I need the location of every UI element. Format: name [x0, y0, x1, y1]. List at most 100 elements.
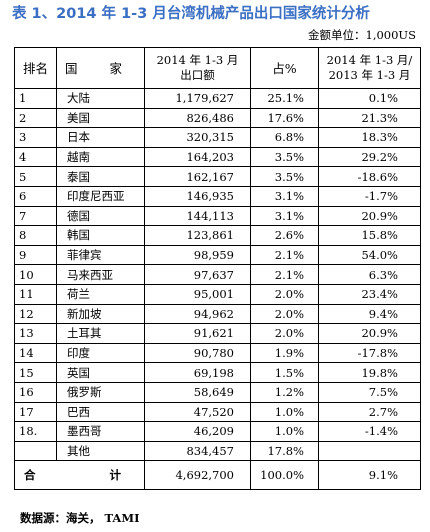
cell-change: [318, 440, 421, 462]
table-row: 7 德国 144,113 3.1% 20.9%: [14, 205, 421, 227]
total-label: 合 计: [14, 460, 145, 491]
cell-country: 英国: [56, 362, 145, 383]
cell-share: 3.5%: [250, 146, 319, 168]
header-export-line1: 2014 年 1-3 月: [156, 53, 239, 67]
cell-rank: [14, 440, 57, 462]
cell-rank: 4: [14, 146, 57, 168]
cell-export: 58,649: [144, 381, 251, 403]
cell-share: 1.0%: [250, 401, 319, 423]
table-row: 16 俄罗斯 58,649 1.2% 7.5%: [14, 381, 421, 403]
cell-share: 2.0%: [250, 303, 319, 325]
header-rank: 排名: [14, 47, 57, 89]
cell-share: 25.1%: [250, 88, 319, 109]
cell-share: 2.1%: [250, 264, 319, 285]
cell-share: 17.8%: [250, 440, 319, 462]
table-row: 10 马来西亚 97,637 2.1% 6.3%: [14, 264, 421, 285]
cell-share: 6.8%: [250, 127, 319, 148]
cell-country: 其他: [56, 440, 145, 462]
cell-share: 3.5%: [250, 166, 319, 187]
cell-rank: 13: [14, 323, 57, 344]
unit-note: 金额单位：1,000US: [308, 28, 416, 42]
cell-rank: 2: [14, 107, 57, 129]
table-row: 14 印度 90,780 1.9% -17.8%: [14, 342, 421, 364]
table-header-row: 排名 国 家 2014 年 1-3 月 出口额 占% 2014 年 1-3 月/…: [14, 47, 421, 89]
total-export: 4,692,700: [144, 460, 251, 491]
cell-export: 47,520: [144, 401, 251, 423]
cell-rank: 12: [14, 303, 57, 325]
export-table: 排名 国 家 2014 年 1-3 月 出口额 占% 2014 年 1-3 月/…: [14, 47, 421, 491]
cell-country: 印度尼西亚: [56, 185, 145, 207]
cell-country: 韩国: [56, 225, 145, 246]
cell-rank: 5: [14, 166, 57, 187]
cell-change: 2.7%: [318, 401, 421, 423]
cell-change: 15.8%: [318, 225, 421, 246]
cell-share: 17.6%: [250, 107, 319, 129]
page-title: 表 1、2014 年 1-3 月台湾机械产品出口国家统计分析: [12, 6, 370, 22]
cell-rank: 15: [14, 362, 57, 383]
total-change: 9.1%: [318, 460, 421, 491]
table-row: 13 土耳其 91,621 2.0% 20.9%: [14, 323, 421, 344]
cell-change: 23.4%: [318, 283, 421, 305]
cell-country: 日本: [56, 127, 145, 148]
cell-export: 95,001: [144, 283, 251, 305]
cell-change: -17.8%: [318, 342, 421, 364]
cell-change: -1.7%: [318, 185, 421, 207]
header-change-line2: 2013 年 1-3 月: [328, 68, 411, 82]
cell-country: 新加坡: [56, 303, 145, 325]
table-row: 15 英国 69,198 1.5% 19.8%: [14, 362, 421, 383]
cell-export: 826,486: [144, 107, 251, 129]
cell-rank: 3: [14, 127, 57, 148]
table-row: 12 新加坡 94,962 2.0% 9.4%: [14, 303, 421, 325]
cell-share: 3.1%: [250, 185, 319, 207]
header-country: 国 家: [56, 47, 145, 89]
cell-share: 2.0%: [250, 283, 319, 305]
cell-export: 162,167: [144, 166, 251, 187]
header-change-line1: 2014 年 1-3 月/: [326, 53, 413, 67]
cell-rank: 17: [14, 401, 57, 423]
cell-share: 2.0%: [250, 323, 319, 344]
cell-share: 1.5%: [250, 362, 319, 383]
cell-change: 18.3%: [318, 127, 421, 148]
cell-rank: 6: [14, 185, 57, 207]
header-share: 占%: [250, 47, 319, 89]
cell-change: 21.3%: [318, 107, 421, 129]
cell-country: 俄罗斯: [56, 381, 145, 403]
cell-change: -1.4%: [318, 421, 421, 442]
cell-export: 91,621: [144, 323, 251, 344]
table-row: 2 美国 826,486 17.6% 21.3%: [14, 107, 421, 129]
cell-change: 9.4%: [318, 303, 421, 325]
cell-share: 3.1%: [250, 205, 319, 227]
cell-country: 美国: [56, 107, 145, 129]
cell-country: 土耳其: [56, 323, 145, 344]
header-export: 2014 年 1-3 月 出口额: [144, 47, 251, 89]
table-row: 18. 墨西哥 46,209 1.0% -1.4%: [14, 421, 421, 442]
cell-share: 2.6%: [250, 225, 319, 246]
cell-export: 123,861: [144, 225, 251, 246]
cell-rank: 8: [14, 225, 57, 246]
table-row: 4 越南 164,203 3.5% 29.2%: [14, 146, 421, 168]
cell-export: 97,637: [144, 264, 251, 285]
table-row: 8 韩国 123,861 2.6% 15.8%: [14, 225, 421, 246]
table-row: 9 菲律宾 98,959 2.1% 54.0%: [14, 244, 421, 266]
total-share: 100.0%: [250, 460, 319, 491]
table-row: 3 日本 320,315 6.8% 18.3%: [14, 127, 421, 148]
table-row: 5 泰国 162,167 3.5% -18.6%: [14, 166, 421, 187]
cell-country: 菲律宾: [56, 244, 145, 266]
cell-change: 20.9%: [318, 205, 421, 227]
cell-export: 1,179,627: [144, 88, 251, 109]
cell-export: 94,962: [144, 303, 251, 325]
table-row: 1 大陆 1,179,627 25.1% 0.1%: [14, 88, 421, 109]
cell-share: 1.0%: [250, 421, 319, 442]
cell-export: 98,959: [144, 244, 251, 266]
cell-change: 19.8%: [318, 362, 421, 383]
cell-export: 146,935: [144, 185, 251, 207]
cell-change: 54.0%: [318, 244, 421, 266]
cell-export: 90,780: [144, 342, 251, 364]
header-change: 2014 年 1-3 月/ 2013 年 1-3 月: [318, 47, 421, 89]
cell-share: 1.2%: [250, 381, 319, 403]
cell-export: 164,203: [144, 146, 251, 168]
cell-change: 29.2%: [318, 146, 421, 168]
cell-rank: 10: [14, 264, 57, 285]
cell-rank: 9: [14, 244, 57, 266]
cell-country: 印度: [56, 342, 145, 364]
